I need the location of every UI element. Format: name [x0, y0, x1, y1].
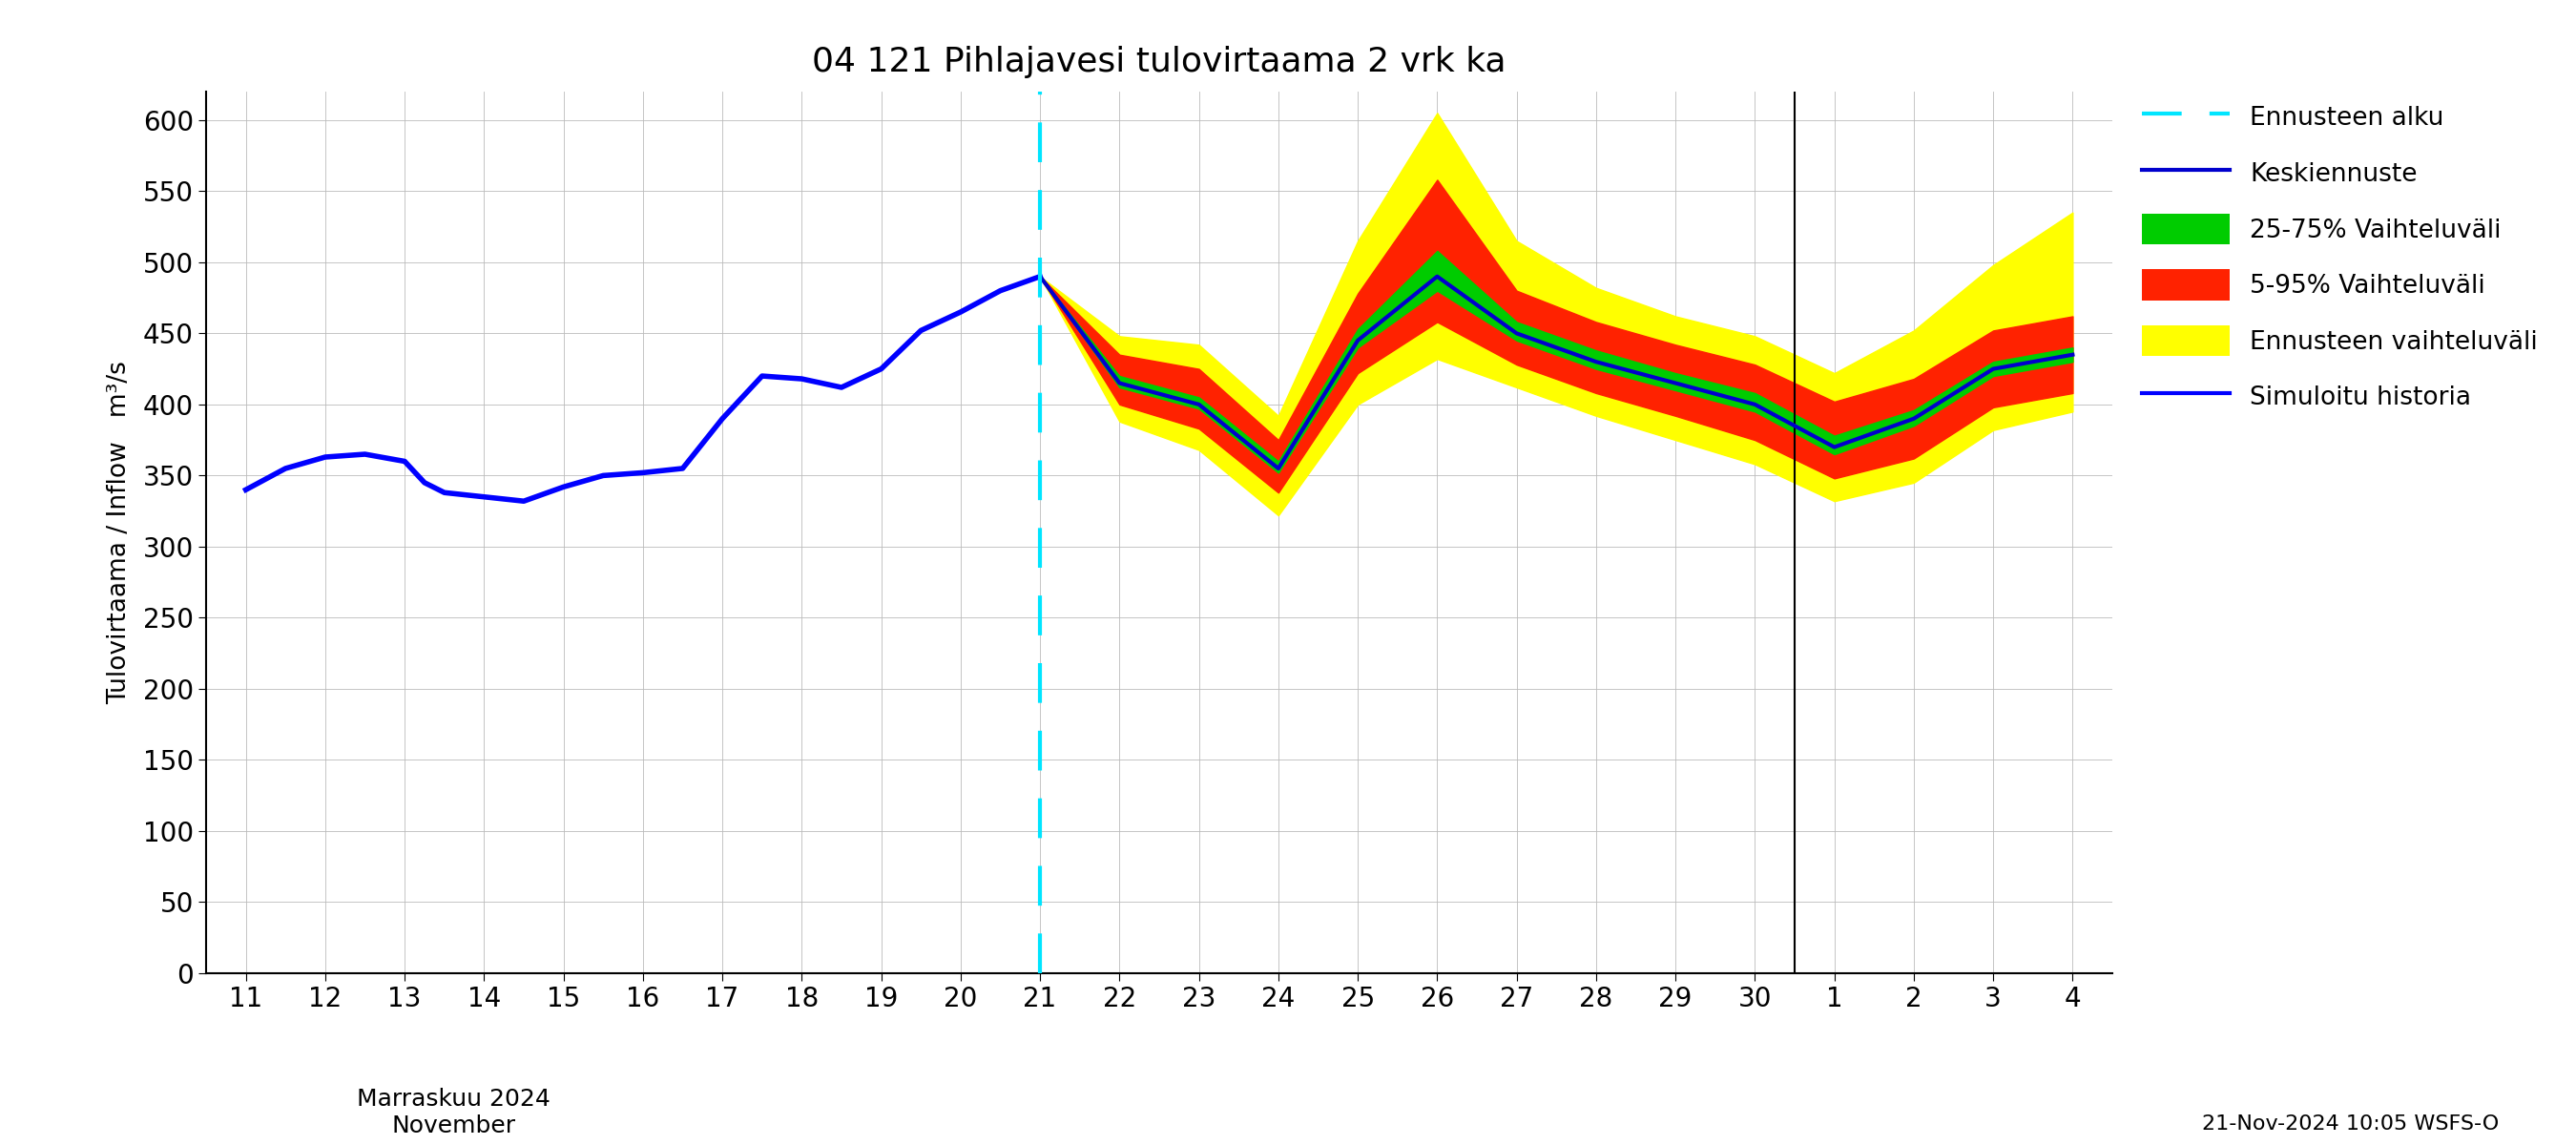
Legend: Ennusteen alku, Keskiennuste, 25-75% Vaihteluväli, 5-95% Vaihteluväli, Ennusteen: Ennusteen alku, Keskiennuste, 25-75% Vai…	[2130, 92, 2548, 423]
Y-axis label: Tulovirtaama / Inflow   m³/s: Tulovirtaama / Inflow m³/s	[108, 361, 131, 704]
Text: 21-Nov-2024 10:05 WSFS-O: 21-Nov-2024 10:05 WSFS-O	[2202, 1114, 2499, 1134]
Title: 04 121 Pihlajavesi tulovirtaama 2 vrk ka: 04 121 Pihlajavesi tulovirtaama 2 vrk ka	[811, 46, 1507, 78]
Text: Marraskuu 2024
November: Marraskuu 2024 November	[358, 1088, 551, 1137]
